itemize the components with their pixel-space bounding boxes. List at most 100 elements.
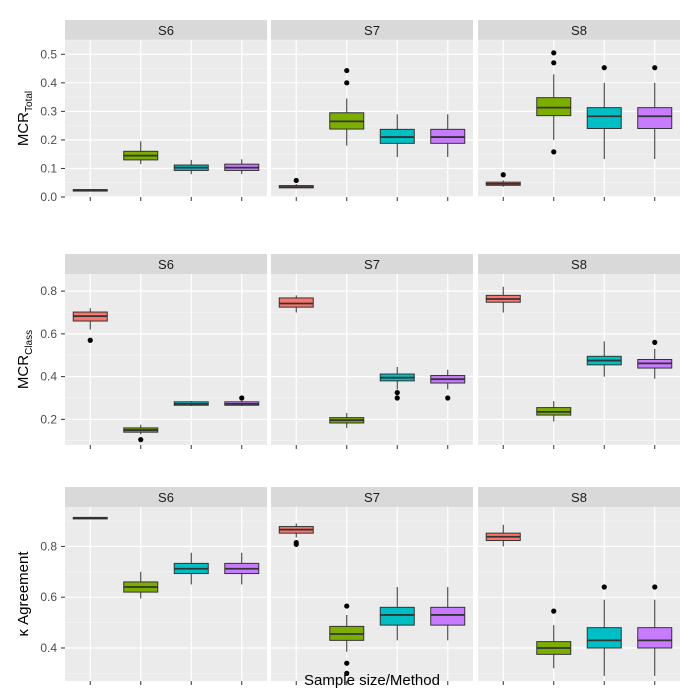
panel-background	[271, 40, 473, 197]
facet-row-agreement: κ Agreement 0.4 0.6 0.8 S6 S7 S8	[15, 487, 680, 685]
boxplot-box-method-1	[278, 295, 314, 313]
facet-strip-label: S7	[364, 23, 380, 38]
boxplot-box-method-3	[173, 400, 209, 407]
boxplot-box-method-2	[536, 401, 572, 422]
boxplot-box-method-3	[173, 552, 209, 585]
boxplot-box-method-4	[637, 65, 673, 160]
y-tick-label: 0.1	[40, 161, 57, 175]
boxplot-box-method-4	[224, 159, 260, 175]
facet-strip-label: S6	[158, 490, 174, 505]
box-iqr	[637, 627, 673, 649]
panel-background	[271, 507, 473, 681]
boxplot-box-method-1	[72, 516, 108, 520]
outlier-point	[601, 65, 607, 71]
boxplot-box-method-2	[329, 412, 365, 428]
facet-panel-s7: S7	[271, 20, 473, 201]
boxplot-box-method-2	[123, 424, 159, 443]
outlier-point	[551, 149, 557, 155]
outlier-point	[138, 437, 144, 443]
box-iqr	[278, 297, 314, 308]
boxplot-box-method-1	[278, 523, 314, 547]
boxplot-box-method-2	[123, 141, 159, 165]
facet-panel-s8: S8	[478, 20, 680, 201]
y-tick-label: 0.4	[40, 370, 57, 384]
facet-strip	[65, 487, 267, 507]
boxplot-box-method-1	[278, 177, 314, 189]
outlier-point	[551, 608, 557, 614]
outlier-point	[344, 670, 350, 676]
outlier-point	[344, 660, 350, 666]
facet-panel-s7: S7	[271, 254, 473, 449]
boxplot-box-method-4	[430, 369, 466, 401]
facet-strip-label: S7	[364, 257, 380, 272]
box-iqr	[536, 97, 572, 117]
y-tick-label: 0.4	[40, 641, 57, 655]
facet-panel-s8: S8	[478, 487, 680, 685]
outlier-point	[652, 65, 658, 71]
y-tick-label: 0.3	[40, 104, 57, 118]
facet-strip-label: S8	[571, 257, 587, 272]
y-axis-title-main: MCR	[15, 112, 32, 146]
panel-background	[65, 274, 267, 445]
y-axis-title: κ Agreement	[15, 551, 32, 637]
outlier-point	[652, 584, 658, 590]
boxplot-box-method-4	[430, 587, 466, 641]
outlier-point	[551, 50, 557, 56]
outlier-point	[293, 539, 299, 546]
facet-strip	[478, 20, 680, 40]
facet-strip-label: S8	[571, 23, 587, 38]
y-axis-title-main: κ Agreement	[15, 551, 32, 637]
facet-row-class: MCRClass 0.2 0.4 0.6 0.8 S6 S7 S8	[15, 254, 680, 449]
boxplot-box-method-3	[586, 341, 622, 377]
facet-strip	[65, 254, 267, 274]
boxplot-box-method-3	[173, 159, 209, 175]
boxplot-box-method-3	[586, 584, 622, 676]
boxplot-box-method-4	[224, 552, 260, 585]
y-tick-label: 0.6	[40, 590, 57, 604]
boxplot-box-method-2	[123, 571, 159, 599]
facet-strip	[65, 20, 267, 40]
facet-strip-label: S8	[571, 490, 587, 505]
box-iqr	[586, 627, 622, 649]
boxplot-box-method-4	[430, 114, 466, 158]
boxplot-box-method-2	[329, 67, 365, 146]
boxplot-box-method-3	[586, 65, 622, 160]
box-iqr	[379, 606, 415, 626]
box-iqr	[637, 107, 673, 129]
boxplot-box-method-1	[72, 189, 108, 192]
facet-panel-s6: S6	[65, 254, 267, 449]
facet-strip-label: S7	[364, 490, 380, 505]
outlier-point	[87, 337, 93, 343]
outlier-point	[239, 395, 245, 401]
y-tick-label: 0.5	[40, 47, 57, 61]
facet-strip-label: S6	[158, 23, 174, 38]
panel-background	[65, 40, 267, 197]
outlier-point	[344, 603, 350, 609]
boxplot-box-method-4	[637, 584, 673, 676]
facet-panel-s6: S6	[65, 20, 267, 201]
outlier-point	[551, 60, 557, 66]
y-tick-label: 0.6	[40, 327, 57, 341]
boxplot-box-method-1	[485, 286, 521, 313]
y-tick-label: 0.0	[40, 190, 57, 204]
boxplot-box-method-4	[224, 395, 260, 407]
boxplot-box-method-3	[379, 366, 415, 401]
boxplot-box-method-2	[536, 608, 572, 669]
outlier-point	[293, 177, 299, 184]
boxplot-box-method-3	[379, 587, 415, 641]
facet-strip	[271, 20, 473, 40]
y-tick-label: 0.2	[40, 412, 57, 426]
facet-strip	[478, 254, 680, 274]
y-tick-label: 0.8	[40, 539, 57, 553]
outlier-point	[394, 390, 400, 396]
boxplot-box-method-2	[536, 50, 572, 155]
x-axis-title: Sample size/Method	[304, 672, 440, 689]
y-axis-title: MCRClass	[15, 330, 35, 389]
outlier-point	[344, 80, 350, 86]
y-axis-title-main: MCR	[15, 355, 32, 389]
facet-row-total: MCRTotal 0.0 0.1 0.2 0.3 0.4 0.5 S6 S7 S8	[15, 20, 680, 204]
box-iqr	[430, 606, 466, 626]
y-tick-label: 0.8	[40, 284, 57, 298]
